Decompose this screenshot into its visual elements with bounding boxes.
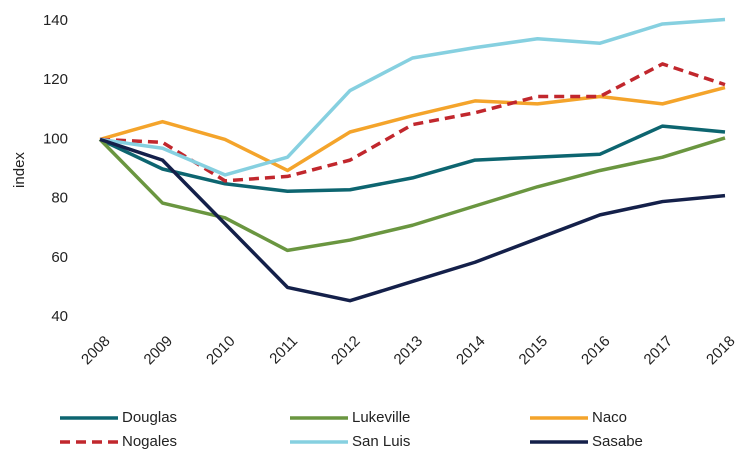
x-tick-label: 2010 <box>203 333 239 369</box>
y-tick-label: 100 <box>43 130 68 147</box>
x-tick-label: 2009 <box>141 333 177 369</box>
legend-label: Naco <box>592 409 627 426</box>
x-tick-label: 2015 <box>516 333 552 369</box>
y-axis-label: index <box>11 152 28 188</box>
line-series <box>99 62 726 183</box>
y-tick-label: 40 <box>51 308 68 325</box>
legend-label: Lukeville <box>352 409 410 426</box>
y-tick-label: 120 <box>43 71 68 88</box>
legend-label: San Luis <box>352 433 410 450</box>
x-tick-label: 2017 <box>641 333 677 369</box>
x-tick-label: 2012 <box>328 333 364 369</box>
x-tick-label: 2011 <box>266 333 301 368</box>
y-tick-label: 60 <box>51 249 68 266</box>
line-series <box>99 124 726 193</box>
x-tick-label: 2013 <box>391 333 427 369</box>
x-tick-label: 2016 <box>578 333 614 369</box>
line-series <box>99 17 726 177</box>
line-series <box>99 85 726 173</box>
line-series <box>99 137 726 303</box>
legend-label: Sasabe <box>592 433 643 450</box>
legend-label: Nogales <box>122 433 177 450</box>
x-tick-label: 2008 <box>78 333 114 369</box>
y-tick-label: 80 <box>51 190 68 207</box>
x-tick-label: 2014 <box>453 333 489 369</box>
x-tick-label: 2018 <box>703 333 739 369</box>
y-tick-label: 140 <box>43 12 68 29</box>
legend-label: Douglas <box>122 409 177 426</box>
line-series <box>98 136 726 253</box>
